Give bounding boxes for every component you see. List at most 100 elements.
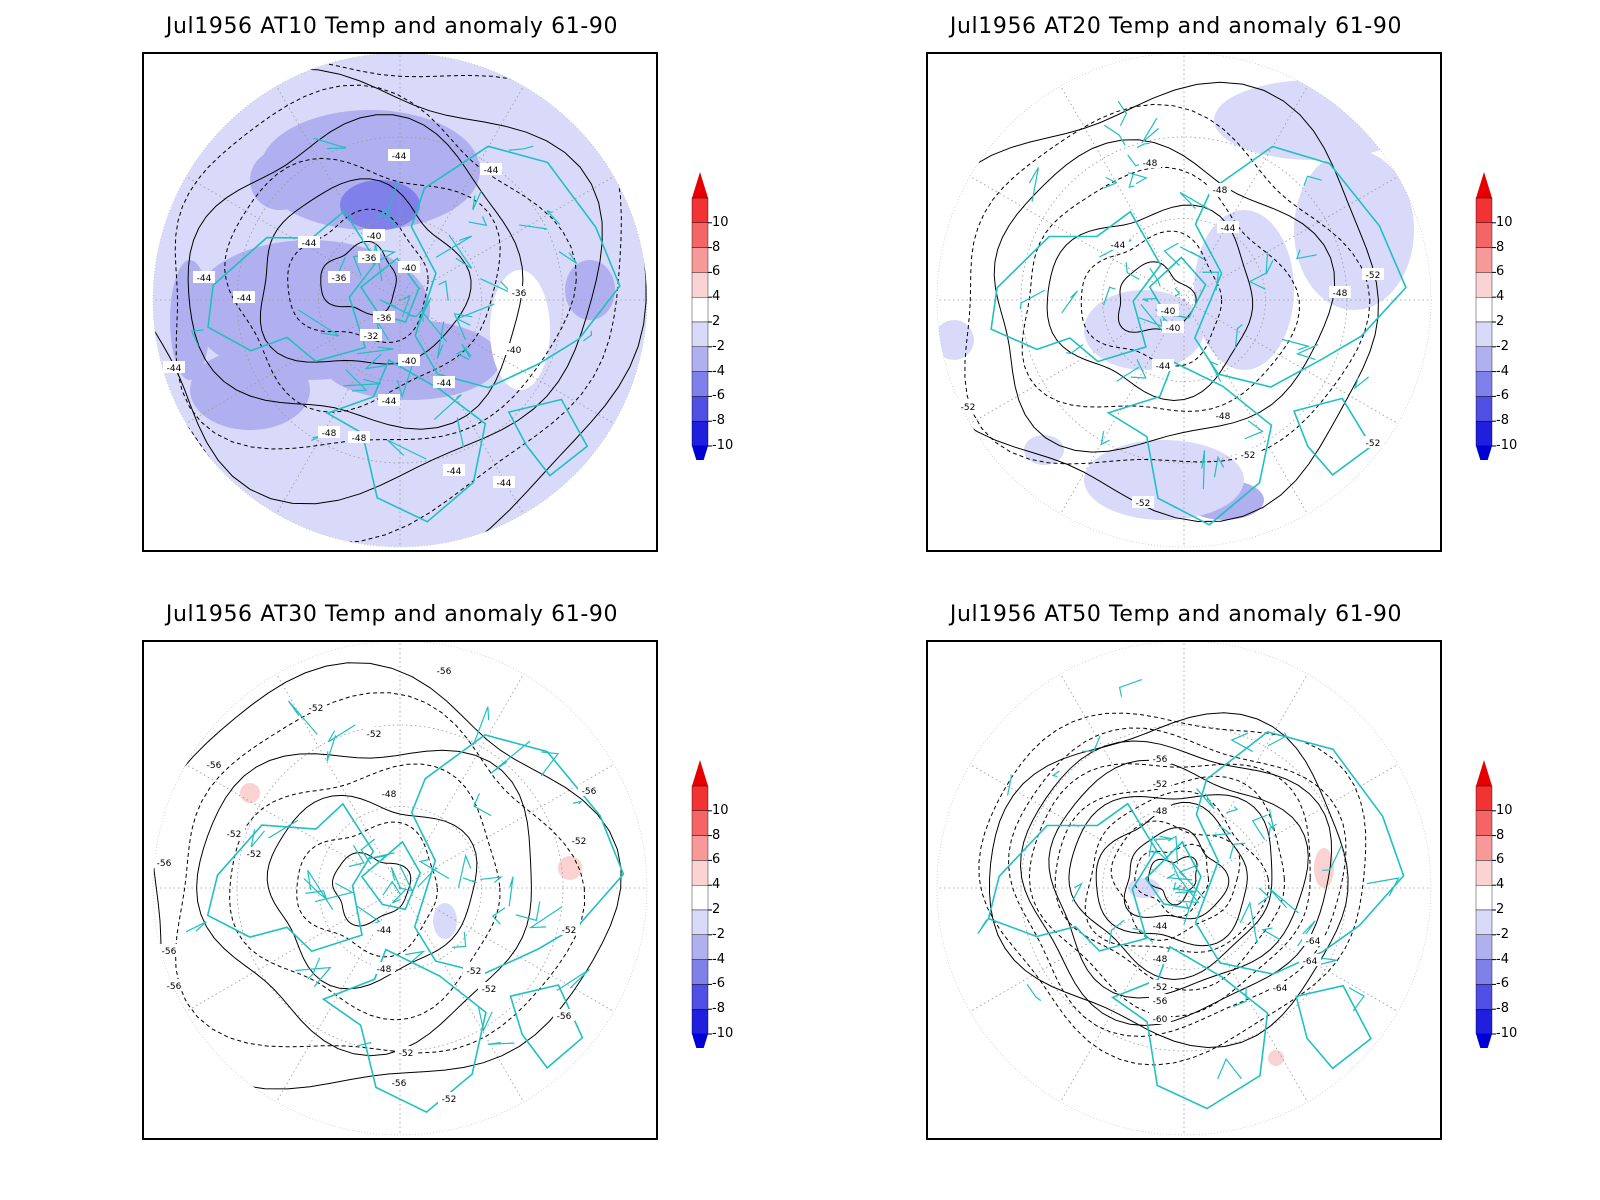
- contour-label-bg: [1152, 359, 1174, 371]
- contour-label: -48: [1216, 412, 1231, 422]
- country-border: [1233, 986, 1247, 1008]
- country-border: [1170, 860, 1205, 899]
- colorbar-segment: [1475, 197, 1493, 223]
- contour-label: -40: [507, 346, 522, 356]
- colorbar-segment: [1475, 909, 1493, 935]
- country-border: [1234, 324, 1243, 350]
- temperature-contour: [1084, 790, 1270, 953]
- colorbar-tick-label: -6: [712, 976, 725, 992]
- country-border: [455, 348, 470, 361]
- colorbar-arrow-bottom: [1476, 446, 1492, 460]
- contour-label: -52: [1153, 983, 1168, 993]
- country-border: [357, 1041, 372, 1047]
- country-border: [455, 303, 495, 326]
- colorbar-segment: [1475, 321, 1493, 347]
- country-border: [1028, 167, 1039, 202]
- contour-label-bg: [233, 291, 255, 303]
- colorbar-segment: [691, 884, 709, 911]
- contour-label-bg: [478, 982, 500, 994]
- temperature-contour: [1021, 166, 1300, 412]
- contour-label: -44: [1153, 922, 1168, 932]
- contour-label: -40: [402, 264, 417, 274]
- country-border: [1201, 450, 1206, 490]
- contour-label: -44: [392, 152, 407, 162]
- polar-map: -44 -44 -44 -44 -44 -44 -40 -40 -36 -36 -36 -36 -32 -…: [142, 52, 658, 552]
- country-border: [1267, 809, 1275, 831]
- contour-label-bg: [363, 229, 385, 241]
- colorbar-segment: [691, 1008, 709, 1035]
- contour-label-bg: [158, 944, 180, 956]
- temperature-contour: [1095, 802, 1248, 947]
- contour-label-bg: [1149, 952, 1171, 964]
- country-border: [1142, 297, 1158, 303]
- coastline: [509, 984, 584, 1070]
- colorbar-segment: [1475, 810, 1493, 836]
- colorbar-svg: [1475, 760, 1496, 1048]
- contour-label-bg: [1149, 1012, 1171, 1024]
- contour-label: -44: [1111, 241, 1126, 251]
- contour-label: -36: [377, 314, 392, 324]
- meridian-line: [276, 673, 401, 889]
- colorbar-tick-label: 10: [1496, 214, 1513, 230]
- contour-label: -60: [1153, 1015, 1168, 1025]
- contour-label: -48: [1333, 289, 1348, 299]
- temperature-contour: [1048, 759, 1309, 999]
- colorbar-tick-label: 8: [712, 827, 721, 843]
- colorbar-segment: [691, 810, 709, 836]
- contour-label-bg: [298, 236, 320, 248]
- contour-label: -44: [377, 926, 392, 936]
- country-border: [384, 180, 399, 220]
- colorbar-segment: [691, 371, 709, 397]
- contour-label-bg: [957, 400, 979, 412]
- temperature-contour: [964, 103, 1371, 465]
- country-border: [307, 957, 321, 980]
- colorbar-tick-label: -6: [1496, 976, 1509, 992]
- colorbar-segment: [691, 272, 709, 298]
- country-border: [1172, 887, 1197, 894]
- anomaly-region: [1084, 290, 1204, 370]
- temperature-contour: [153, 56, 622, 544]
- country-border: [1208, 360, 1222, 382]
- contour-label: -64: [1273, 984, 1288, 994]
- contour-label-bg: [1139, 156, 1161, 168]
- temperature-contour: [331, 852, 412, 927]
- country-border: [1212, 824, 1232, 836]
- anomaly-region: [1314, 848, 1334, 888]
- country-border: [1163, 242, 1181, 267]
- contour-label: -48: [352, 434, 367, 444]
- contour-label-bg: [163, 979, 185, 991]
- contour-label: -36: [332, 274, 347, 284]
- contour-label: -64: [1306, 937, 1321, 947]
- country-border: [1179, 246, 1205, 261]
- country-border: [287, 700, 318, 735]
- country-border: [452, 931, 467, 948]
- anomaly-region: [170, 260, 210, 380]
- country-border: [297, 309, 340, 337]
- country-border: [477, 1005, 493, 1033]
- colorbar-segment: [691, 321, 709, 347]
- country-border: [1353, 376, 1369, 390]
- colorbar-segment: [1475, 835, 1493, 861]
- temperature-contour: [1080, 230, 1223, 367]
- colorbar-segment: [1475, 1008, 1493, 1035]
- colorbar-tick-label: 8: [712, 239, 721, 255]
- contour-label: -48: [1153, 807, 1168, 817]
- coastline: [410, 734, 625, 975]
- country-border: [1174, 287, 1181, 297]
- colorbar-tick-label: 2: [712, 902, 721, 917]
- country-border: [1108, 919, 1125, 945]
- coastline: [1292, 397, 1373, 476]
- anomaly-region: [433, 903, 457, 939]
- coastline: [206, 802, 375, 953]
- contour-label: -52: [961, 403, 976, 413]
- temperature-contour: [1147, 856, 1198, 906]
- contour-label: -52: [367, 730, 382, 740]
- country-border: [448, 234, 473, 269]
- country-border: [357, 346, 394, 355]
- contour-label-bg: [1362, 436, 1384, 448]
- meridian-line: [969, 299, 1185, 424]
- contour-label-bg: [1329, 286, 1351, 298]
- colorbar-segment: [691, 959, 709, 985]
- contour-label: -52: [442, 1095, 457, 1105]
- contour-label-bg: [433, 376, 455, 388]
